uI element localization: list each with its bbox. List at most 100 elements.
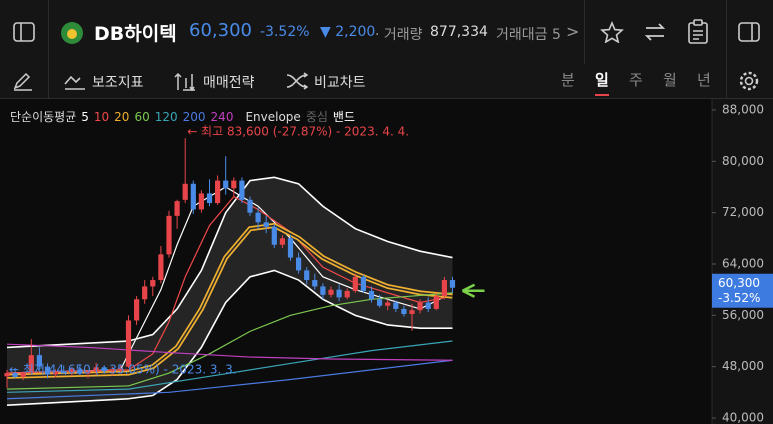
price-note: ← 최저 44,650 (+35.05%) - 2023. 3. 3. — [9, 363, 237, 377]
candle-body — [368, 290, 375, 300]
candle-body — [449, 280, 456, 288]
legend-entry: 200 — [183, 110, 206, 124]
amount-label: 거래대금 5 — [496, 27, 561, 43]
ma-line-inner — [6, 224, 453, 378]
legend-entry: 120 — [155, 110, 178, 124]
change: ▼ 2,200 — [320, 24, 376, 40]
stock-name[interactable]: DB하이텍 — [94, 23, 177, 45]
candle-body — [279, 238, 285, 245]
swap-icon[interactable] — [643, 21, 667, 43]
compare-icon[interactable] — [286, 72, 308, 90]
candle-body — [125, 320, 132, 367]
candle-body — [360, 276, 366, 291]
logo — [61, 22, 83, 44]
candle-body — [425, 302, 431, 309]
candle-body — [271, 226, 277, 245]
candle-body — [304, 270, 310, 281]
chart: 40,000 48,000 56,000 64,000 72,000 80,000 88,0… — [4, 99, 773, 424]
legend-title: 단순이동평균 — [10, 110, 76, 124]
legend-entry: 20 — [114, 110, 129, 124]
ma-line — [6, 343, 453, 361]
price-note: ← 최고 83,600 (-27.87%) - 2023. 4. 4. — [187, 125, 409, 139]
legend-center: 중심 — [306, 110, 328, 124]
candle-body — [12, 373, 18, 377]
candle-body — [328, 289, 334, 295]
candle-body — [28, 355, 34, 373]
ma-line — [6, 340, 453, 393]
change-pct: -3.52% — [260, 24, 310, 40]
legend-envelope: Envelope — [245, 110, 300, 124]
price-tag — [712, 273, 773, 308]
price-axis-bg — [712, 99, 773, 424]
settings-icon[interactable] — [738, 70, 760, 92]
y-tick-label: 64,000 — [722, 257, 764, 271]
candle-body — [36, 355, 42, 367]
ma-line — [6, 359, 453, 400]
candle-body — [198, 193, 204, 210]
period-tab[interactable]: 일 — [595, 69, 609, 96]
legend-entry: 60 — [134, 110, 149, 124]
candle-body — [385, 302, 391, 306]
price: 60,300 — [189, 20, 252, 41]
favorite-icon[interactable] — [600, 21, 624, 43]
toolbar: 보조지표 매매전략 비교차트 분 일 주 월 년 — [0, 64, 773, 99]
strategy-icon[interactable] — [174, 71, 196, 91]
period-tab[interactable]: 년 — [697, 71, 711, 89]
candle-body — [109, 369, 115, 372]
candle-body — [417, 302, 423, 311]
candle-body — [166, 215, 172, 255]
candle-body — [223, 180, 229, 189]
legend-band: 밴드 — [333, 110, 355, 124]
candle-body — [401, 308, 407, 315]
candle-body — [409, 310, 415, 315]
candle-body — [117, 367, 123, 370]
indicator-icon[interactable] — [64, 72, 86, 90]
period-tab[interactable]: 주 — [629, 71, 643, 89]
compare-button[interactable]: 비교차트 — [314, 75, 366, 91]
draw-icon[interactable] — [12, 71, 34, 91]
y-tick-label: 88,000 — [722, 103, 764, 117]
price-tag-label: 60,300 — [718, 276, 760, 290]
candle-body — [85, 371, 91, 374]
legend-entry: 240 — [211, 110, 234, 124]
current-arrow — [461, 283, 485, 298]
candle-body — [296, 257, 302, 271]
candle-body — [142, 286, 148, 300]
candle-body — [263, 222, 269, 227]
candle-body — [393, 302, 399, 309]
price-tag-change: -3.52% — [718, 291, 760, 305]
candle-body — [433, 296, 439, 309]
sidebar-icon[interactable] — [13, 22, 35, 42]
candle-body — [320, 286, 326, 295]
top-bar: DB하이텍 60,300 -3.52% ▼ 2,200 · 거래량 877,33… — [0, 0, 773, 65]
period-tab[interactable]: 분 — [561, 71, 575, 89]
indicators-button[interactable]: 보조지표 — [92, 75, 144, 91]
memo-icon[interactable] — [687, 19, 709, 45]
candle-body — [4, 373, 10, 377]
candle-body — [336, 289, 342, 298]
candle-body — [101, 367, 107, 372]
candle-body — [93, 367, 99, 372]
period-tab[interactable]: 월 — [663, 71, 677, 89]
candle-body — [190, 183, 196, 210]
candle-body — [134, 299, 140, 321]
candle-body — [174, 201, 180, 216]
candle-body — [61, 371, 67, 374]
y-tick-label: 56,000 — [722, 308, 764, 322]
candle-body — [20, 372, 26, 377]
volume: 877,334 — [430, 24, 488, 40]
ma-line — [6, 292, 453, 390]
panel-icon[interactable] — [738, 22, 760, 42]
legend-entry: 5 — [81, 110, 89, 124]
candle-body — [255, 212, 261, 223]
y-tick-label: 72,000 — [722, 205, 764, 219]
envelope-band — [7, 177, 453, 406]
legend-entry: 10 — [94, 110, 109, 124]
more-arrow[interactable]: > — [566, 22, 580, 41]
candle-body — [239, 180, 245, 200]
y-tick-label: 40,000 — [722, 411, 764, 424]
candle-body — [158, 254, 164, 281]
candle-body — [344, 290, 350, 298]
strategy-button[interactable]: 매매전략 — [203, 75, 255, 91]
